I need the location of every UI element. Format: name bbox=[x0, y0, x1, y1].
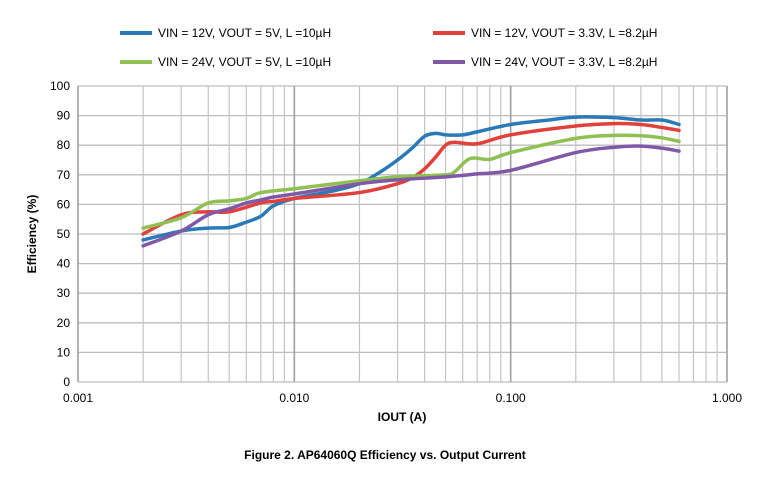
series-line-2 bbox=[141, 121, 681, 236]
y-tick-label: 90 bbox=[57, 109, 71, 123]
y-tick-label: 100 bbox=[50, 79, 70, 93]
legend-item: VIN = 24V, VOUT = 5V, L =10µH bbox=[120, 55, 331, 69]
series-line-4 bbox=[141, 144, 681, 248]
x-tick-label: 1.000 bbox=[712, 391, 742, 405]
y-tick-label: 50 bbox=[57, 227, 71, 241]
y-tick-label: 80 bbox=[57, 138, 71, 152]
y-tick-label: 30 bbox=[57, 286, 71, 300]
y-tick-label: 20 bbox=[57, 316, 71, 330]
x-tick-label: 0.100 bbox=[496, 391, 526, 405]
y-tick-labels: 0 10 20 30 40 50 60 70 80 90 100 bbox=[50, 79, 70, 389]
series-line-1 bbox=[141, 115, 681, 242]
series-line-3 bbox=[141, 133, 681, 230]
y-tick-label: 10 bbox=[57, 345, 71, 359]
y-tick-label: 40 bbox=[57, 257, 71, 271]
figure-caption: Figure 2. AP64060Q Efficiency vs. Output… bbox=[244, 448, 526, 462]
legend-label: VIN = 24V, VOUT = 3.3V, L =8.2µH bbox=[471, 55, 657, 69]
y-tick-label: 60 bbox=[57, 197, 71, 211]
y-axis-label: Efficiency (%) bbox=[25, 195, 39, 274]
legend-label: VIN = 24V, VOUT = 5V, L =10µH bbox=[158, 55, 331, 69]
legend-label: VIN = 12V, VOUT = 3.3V, L =8.2µH bbox=[471, 26, 657, 40]
x-tick-label: 0.010 bbox=[279, 391, 309, 405]
y-tick-label: 0 bbox=[63, 375, 70, 389]
legend-label: VIN = 12V, VOUT = 5V, L =10µH bbox=[158, 26, 331, 40]
legend: VIN = 12V, VOUT = 5V, L =10µH VIN = 12V, … bbox=[120, 26, 657, 69]
y-tick-label: 70 bbox=[57, 168, 71, 182]
x-axis-label: IOUT (A) bbox=[378, 410, 427, 424]
x-tick-label: 0.001 bbox=[63, 391, 93, 405]
x-tick-labels: 0.001 0.010 0.100 1.000 bbox=[63, 391, 742, 405]
legend-item: VIN = 12V, VOUT = 5V, L =10µH bbox=[120, 26, 331, 40]
series-lines bbox=[141, 115, 681, 248]
legend-item: VIN = 12V, VOUT = 3.3V, L =8.2µH bbox=[433, 26, 657, 40]
legend-item: VIN = 24V, VOUT = 3.3V, L =8.2µH bbox=[433, 55, 657, 69]
